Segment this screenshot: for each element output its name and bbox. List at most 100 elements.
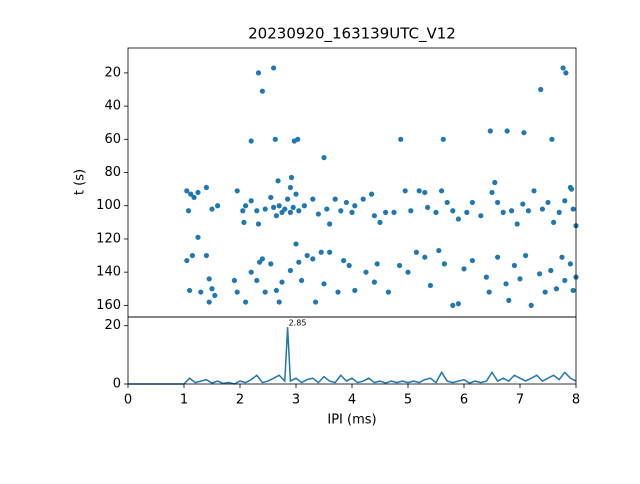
point xyxy=(556,209,562,215)
point xyxy=(343,199,349,206)
point xyxy=(469,199,475,206)
point xyxy=(439,188,445,194)
point xyxy=(464,209,470,215)
point xyxy=(341,257,347,264)
y-axis-label: t (s) xyxy=(73,169,88,195)
point xyxy=(248,269,254,275)
point xyxy=(215,203,221,209)
point xyxy=(276,203,282,209)
y-tick-label: 160 xyxy=(96,298,121,313)
point xyxy=(195,234,201,240)
point xyxy=(371,213,377,219)
point xyxy=(525,208,532,214)
point xyxy=(469,257,475,264)
point xyxy=(549,136,555,142)
point xyxy=(478,213,484,219)
point xyxy=(268,194,274,201)
point xyxy=(506,297,512,303)
point xyxy=(295,136,301,142)
point xyxy=(427,282,433,289)
point xyxy=(206,276,212,282)
point xyxy=(521,130,527,136)
point xyxy=(422,254,428,260)
point xyxy=(206,299,212,305)
point xyxy=(299,277,305,284)
point xyxy=(371,279,377,285)
x-tick-label: 1 xyxy=(180,393,188,408)
axes-frame xyxy=(127,47,577,318)
point xyxy=(248,198,254,204)
point xyxy=(255,70,262,76)
point xyxy=(349,209,355,215)
point xyxy=(268,261,274,267)
point xyxy=(352,203,358,209)
x-tick-label: 7 xyxy=(516,393,524,408)
point xyxy=(321,281,327,287)
point xyxy=(538,86,544,93)
point xyxy=(276,299,282,305)
point xyxy=(198,289,204,295)
axes-frame xyxy=(127,316,577,385)
point xyxy=(285,196,291,202)
point xyxy=(363,269,369,275)
point xyxy=(495,199,501,206)
point xyxy=(352,287,358,294)
point xyxy=(559,254,565,260)
point xyxy=(531,188,537,194)
point xyxy=(514,221,520,227)
point xyxy=(436,247,442,254)
point xyxy=(570,206,576,212)
point xyxy=(425,204,431,211)
point xyxy=(537,271,543,277)
point xyxy=(383,209,389,215)
point xyxy=(548,267,554,274)
point xyxy=(187,287,193,294)
point xyxy=(562,198,568,204)
point xyxy=(271,204,277,211)
point xyxy=(188,191,194,197)
point xyxy=(563,70,569,76)
point xyxy=(254,208,260,214)
point xyxy=(408,208,414,214)
point xyxy=(487,128,493,134)
x-tick-label: 5 xyxy=(404,393,412,408)
point xyxy=(450,208,456,214)
point xyxy=(489,189,495,196)
point xyxy=(315,211,321,217)
point xyxy=(248,138,254,144)
x-tick-label: 0 xyxy=(124,393,132,408)
x-tick-label: 2 xyxy=(236,393,244,408)
point xyxy=(310,256,316,262)
y-tick-label: 140 xyxy=(96,265,121,280)
point xyxy=(318,249,324,255)
point xyxy=(461,266,467,272)
y-tick-label: 120 xyxy=(96,231,121,246)
x-tick-label: 3 xyxy=(292,393,300,408)
annotation: 2.85 xyxy=(289,319,307,328)
point xyxy=(492,179,498,186)
point xyxy=(562,277,568,284)
point xyxy=(511,262,517,269)
point xyxy=(287,184,293,191)
point xyxy=(288,174,295,181)
point xyxy=(262,289,268,295)
point xyxy=(243,203,249,209)
point xyxy=(209,286,215,292)
y-tick-label: 60 xyxy=(104,132,121,147)
point xyxy=(405,269,411,275)
point xyxy=(259,256,265,262)
point xyxy=(255,221,262,227)
point xyxy=(259,88,265,94)
point xyxy=(243,299,249,305)
point xyxy=(241,219,247,225)
point xyxy=(310,196,316,202)
point xyxy=(282,206,288,212)
point xyxy=(486,289,492,295)
point xyxy=(296,208,302,214)
point xyxy=(209,206,215,212)
point xyxy=(413,249,419,255)
point xyxy=(433,209,439,215)
point xyxy=(327,249,333,255)
point xyxy=(483,274,489,280)
y-tick-label: 80 xyxy=(104,165,121,180)
